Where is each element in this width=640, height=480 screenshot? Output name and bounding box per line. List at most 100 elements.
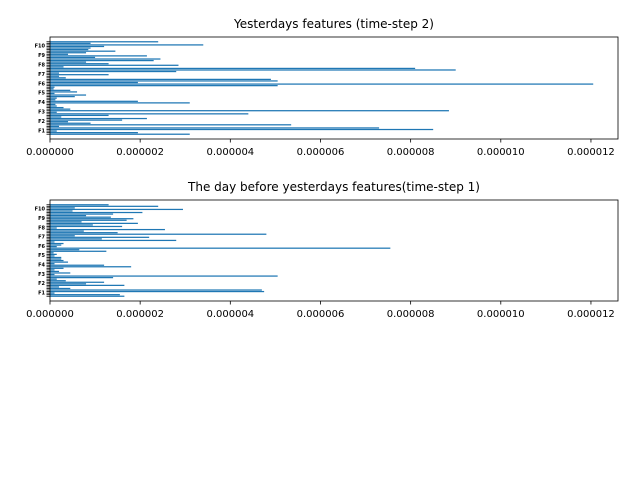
bar bbox=[50, 204, 109, 206]
bar bbox=[50, 102, 190, 104]
bar bbox=[50, 91, 78, 93]
bar bbox=[50, 74, 109, 76]
bar bbox=[50, 124, 292, 126]
bar bbox=[50, 295, 125, 297]
y-tick-label: F5 bbox=[38, 253, 45, 259]
bar bbox=[50, 81, 138, 84]
bar bbox=[50, 244, 62, 246]
bar bbox=[50, 103, 56, 106]
bar bbox=[50, 50, 116, 52]
y-tick-label: F4 bbox=[38, 262, 45, 268]
bar bbox=[50, 253, 57, 255]
y-tick-label: F4 bbox=[38, 100, 45, 106]
bar bbox=[50, 110, 449, 112]
bar bbox=[50, 222, 138, 224]
bar bbox=[50, 64, 179, 66]
bar bbox=[50, 59, 154, 62]
y-tick-label: F10 bbox=[35, 207, 46, 213]
bar bbox=[50, 290, 265, 293]
x-tick-label: 0.000002 bbox=[116, 309, 164, 320]
bar bbox=[50, 232, 118, 234]
bar bbox=[50, 275, 278, 277]
bar bbox=[50, 286, 60, 288]
y-tick-label: F8 bbox=[38, 63, 45, 69]
bar bbox=[50, 263, 55, 265]
bar bbox=[50, 42, 91, 44]
bar bbox=[50, 44, 204, 46]
bar bbox=[50, 294, 120, 296]
y-tick-label: F10 bbox=[35, 44, 46, 50]
y-tick-label: F2 bbox=[38, 281, 45, 287]
bar bbox=[50, 281, 105, 283]
bar bbox=[50, 247, 391, 249]
bar bbox=[50, 225, 123, 228]
x-tick-label: 0.000006 bbox=[297, 309, 345, 320]
bar bbox=[50, 108, 71, 110]
x-tick-label: 0.000004 bbox=[206, 309, 254, 320]
axes-frame bbox=[49, 36, 619, 140]
bar bbox=[50, 97, 57, 99]
y-tick-label: F2 bbox=[38, 119, 45, 125]
bar bbox=[50, 264, 105, 266]
bar bbox=[50, 238, 102, 240]
bar bbox=[50, 218, 134, 220]
bar bbox=[50, 125, 60, 128]
bar bbox=[50, 235, 75, 237]
bar bbox=[50, 283, 87, 285]
bar bbox=[50, 116, 62, 118]
bar bbox=[50, 69, 456, 71]
bar bbox=[50, 48, 89, 51]
chart-time-step-2: Yesterdays features (time-step 2) 0.0000… bbox=[26, 17, 619, 158]
bar bbox=[50, 56, 96, 59]
bar bbox=[50, 219, 127, 221]
bar bbox=[50, 236, 150, 238]
bar bbox=[50, 70, 177, 73]
bar bbox=[50, 289, 262, 291]
bar bbox=[50, 241, 55, 243]
bar bbox=[50, 280, 66, 282]
bar bbox=[50, 88, 54, 90]
bar bbox=[50, 45, 105, 48]
x-axis: 0.000000 0.000002 0.000004 0.000006 0.000008… bbox=[26, 139, 615, 158]
bar bbox=[50, 119, 123, 121]
bar bbox=[50, 272, 71, 274]
bar bbox=[50, 117, 147, 120]
x-tick-label: 0.000004 bbox=[206, 147, 254, 158]
bar bbox=[50, 287, 71, 290]
bars-group bbox=[50, 41, 594, 135]
bar bbox=[50, 72, 60, 74]
bar bbox=[50, 273, 55, 276]
bar bbox=[50, 207, 75, 209]
y-tick-label: F1 bbox=[38, 128, 45, 134]
bar bbox=[50, 100, 138, 102]
bar bbox=[50, 77, 66, 79]
bar bbox=[50, 106, 64, 109]
bar bbox=[50, 121, 69, 123]
bar bbox=[50, 41, 159, 43]
x-tick-label: 0.000010 bbox=[477, 309, 525, 320]
bar bbox=[50, 205, 159, 207]
bar bbox=[50, 99, 56, 101]
chart-time-step-1: The day before yesterdays features(time-… bbox=[26, 180, 619, 320]
bar bbox=[50, 67, 416, 70]
bar bbox=[50, 269, 55, 271]
bar bbox=[50, 250, 107, 252]
bar bbox=[50, 58, 161, 60]
bar bbox=[50, 94, 87, 96]
bar bbox=[50, 252, 54, 254]
y-tick-label: F7 bbox=[38, 72, 45, 78]
bar bbox=[50, 277, 114, 279]
chart-title: The day before yesterdays features(time-… bbox=[187, 180, 480, 194]
bar bbox=[50, 113, 249, 115]
bar bbox=[50, 266, 132, 268]
x-tick-label: 0.000012 bbox=[567, 147, 615, 158]
bar bbox=[50, 292, 55, 294]
y-tick-label: F3 bbox=[38, 110, 45, 116]
bar bbox=[50, 216, 111, 218]
bar bbox=[50, 246, 57, 248]
bar bbox=[50, 132, 138, 134]
bar bbox=[50, 111, 57, 113]
y-tick-label: F9 bbox=[38, 53, 45, 59]
bar bbox=[50, 133, 190, 135]
